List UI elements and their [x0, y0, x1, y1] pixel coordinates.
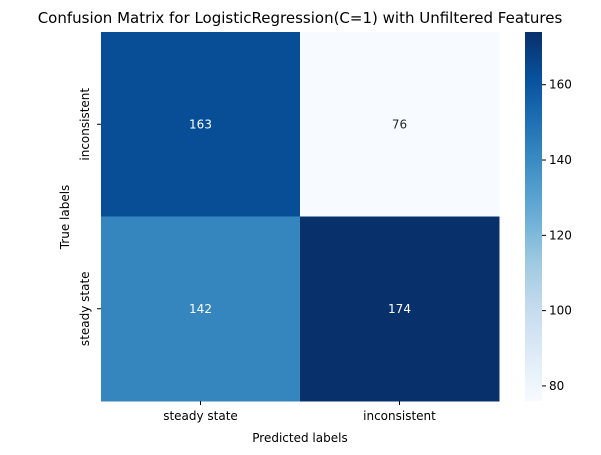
heatmap-cell-1-0 [101, 216, 301, 402]
chart-title: Confusion Matrix for LogisticRegression(… [38, 9, 563, 27]
y-tick-label-0: inconsistent [78, 88, 92, 161]
colorbar-ticks: 80 100 120 140 160 [542, 78, 572, 393]
y-axis-label: True labels [58, 185, 72, 251]
heatmap-cells [101, 32, 500, 402]
heatmap-cell-0-0 [101, 32, 301, 217]
heatmap-cell-value-1-0: 142 [189, 302, 212, 316]
x-tick-label-1: inconsistent [363, 409, 436, 423]
y-axis-ticks: inconsistent steady state [78, 88, 101, 346]
x-axis-ticks: steady state inconsistent [163, 401, 436, 423]
heatmap-cell-0-1 [300, 32, 500, 217]
heatmap-cell-value-1-1: 174 [388, 302, 411, 316]
x-axis-label: Predicted labels [252, 431, 347, 445]
colorbar [525, 32, 542, 401]
heatmap-cell-value-0-0: 163 [189, 117, 212, 131]
colorbar-tick-label-1: 100 [549, 304, 572, 318]
heatmap-cell-value-0-1: 76 [392, 117, 407, 131]
x-tick-label-0: steady state [163, 409, 238, 423]
colorbar-tick-label-0: 80 [549, 379, 564, 393]
heatmap-cell-labels: 163 76 142 174 [189, 117, 411, 316]
heatmap-cell-1-1 [300, 216, 500, 402]
colorbar-tick-label-2: 120 [549, 228, 572, 242]
colorbar-tick-label-4: 160 [549, 78, 572, 92]
y-tick-label-1: steady state [78, 271, 92, 346]
colorbar-tick-label-3: 140 [549, 153, 572, 167]
